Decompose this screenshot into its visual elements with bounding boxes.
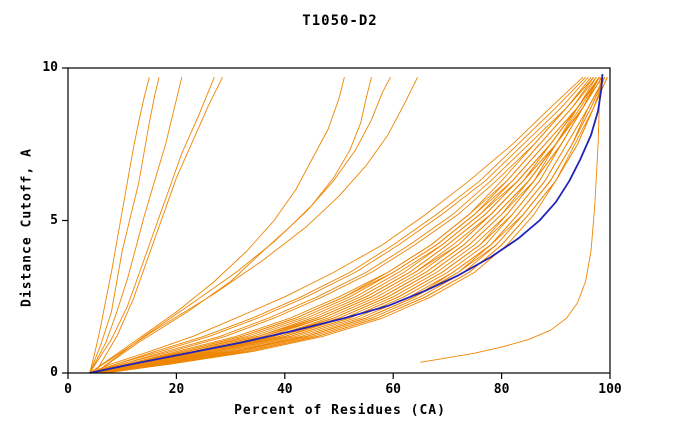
x-tick-label: 40 — [276, 382, 293, 397]
model-curve — [100, 77, 606, 374]
model-curve — [100, 76, 605, 374]
model-curve — [94, 76, 586, 374]
reference-curve — [89, 74, 604, 374]
model-curve — [89, 76, 600, 374]
model-curve — [94, 76, 592, 374]
y-axis-label: Distance Cutoff, A — [19, 148, 35, 307]
y-tick-label: 0 — [50, 365, 58, 380]
chart-title: T1050-D2 — [302, 13, 378, 29]
x-tick-label: 0 — [64, 382, 72, 397]
model-curve — [100, 77, 608, 374]
model-curve — [89, 76, 419, 374]
model-curve — [89, 76, 600, 374]
model-curve — [94, 76, 391, 374]
model-curve — [89, 77, 150, 374]
model-curve — [420, 77, 601, 363]
x-axis-label: Percent of Residues (CA) — [234, 403, 446, 418]
y-tick-label: 10 — [42, 60, 58, 75]
model-curve — [89, 76, 589, 374]
model-curve — [89, 76, 600, 374]
model-curve — [94, 77, 372, 374]
model-curve — [100, 77, 606, 374]
model-curve — [89, 76, 600, 374]
model-curve — [89, 76, 584, 374]
model-curve — [95, 76, 605, 374]
model-curve — [89, 77, 160, 374]
x-tick-label: 100 — [598, 382, 622, 397]
model-curve — [89, 76, 595, 374]
x-tick-label: 20 — [168, 382, 185, 397]
model-curve — [89, 77, 345, 374]
x-tick-label: 80 — [493, 382, 510, 397]
model-curve — [100, 77, 606, 374]
model-curve — [105, 77, 608, 374]
model-curve — [100, 76, 600, 374]
model-curve — [89, 77, 183, 374]
model-curve — [89, 77, 215, 374]
model-curve — [94, 76, 223, 374]
x-tick-label: 60 — [385, 382, 402, 397]
y-tick-label: 5 — [50, 212, 58, 228]
model-curve — [89, 76, 600, 374]
model-curve — [100, 76, 605, 374]
